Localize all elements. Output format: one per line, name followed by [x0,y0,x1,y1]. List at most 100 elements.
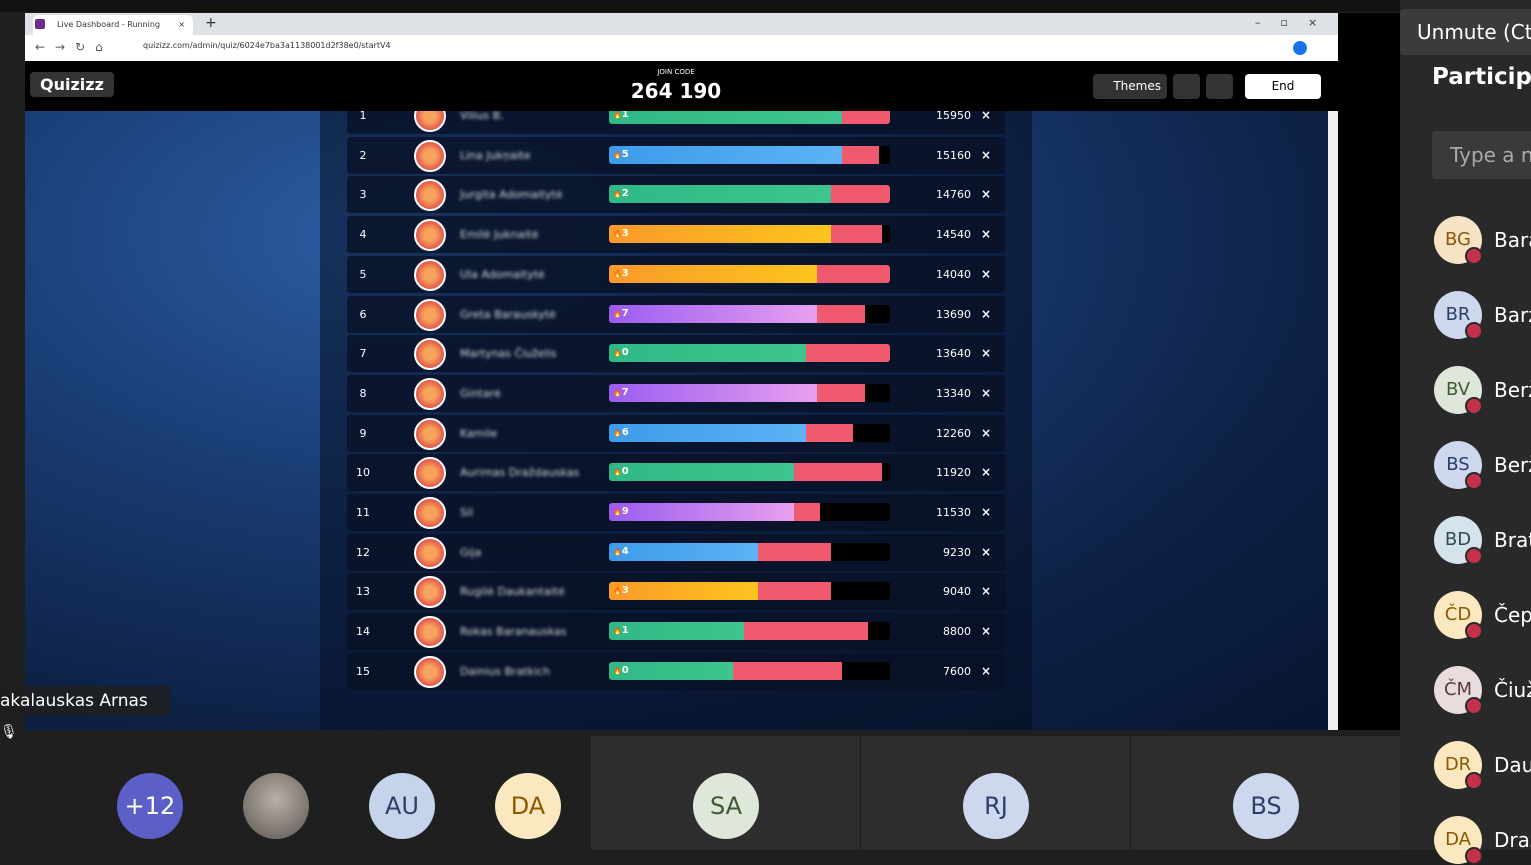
url[interactable]: quizizz.com/admin/quiz/6024e7ba3a1138001… [143,41,391,50]
correct-segment [609,383,817,402]
score: 12260 [936,426,971,440]
accuracy-bar: 🔥5 [609,145,890,164]
remove-button[interactable]: × [980,108,991,122]
remove-button[interactable]: × [980,624,991,639]
streak-icon: 🔥 [613,111,622,119]
player-name: Sil [460,506,474,519]
remove-button[interactable]: × [980,346,991,361]
gallery-avatar: DA [495,773,561,839]
remove-button[interactable]: × [980,505,991,519]
rank: 12 [356,545,370,559]
share-border [1338,13,1400,730]
participants-title: Participa [1432,64,1531,90]
correct-segment [609,503,795,521]
participant-name: Brat [1494,528,1531,552]
accuracy-bar: 🔥3 [609,582,890,601]
rank: 2 [359,148,367,162]
remove-button[interactable]: × [980,266,991,281]
join-code: 264 190 [630,79,722,103]
leaderboard-rows: 1 Vilius B. 🔥1 15950 × 2 Lina Jukņaite 🔥5 15160 ×… [25,13,1328,730]
tab-close[interactable]: × [178,20,185,29]
streak: 🔥0 [613,662,629,680]
player-avatar [414,139,446,172]
streak-count: 5 [621,148,629,160]
streak: 🔥2 [613,185,629,203]
incorrect-segment [757,542,831,561]
search-input[interactable]: Type a na [1432,131,1531,179]
nav-buttons[interactable]: ←→↻⌂ [35,40,113,54]
window-controls[interactable]: –▫× [1255,16,1338,29]
streak: 🔥3 [613,225,629,243]
correct-segment [609,225,831,244]
leaderboard-row: 6 Greta Barauskytė 🔥7 13690 × [347,295,1005,333]
remove-button[interactable]: × [980,425,991,440]
incorrect-segment [830,225,882,244]
accuracy-bar: 🔥2 [609,185,890,204]
score: 14040 [936,267,971,281]
remove-button[interactable]: × [980,663,991,678]
score: 15950 [936,109,971,122]
address-bar: ←→↻⌂ quizizz.com/admin/quiz/6024e7ba3a11… [25,35,1338,62]
correct-segment [609,185,831,204]
remove-button[interactable]: × [980,187,991,202]
unmute-tooltip[interactable]: Unmute (Ctr [1400,9,1531,55]
photo-avatar [243,773,309,839]
player-name: Greta Barauskytė [460,307,556,321]
status-dot [1465,397,1483,415]
correct-segment [609,145,843,164]
score: 13640 [936,347,971,361]
end-button[interactable]: End [1245,74,1321,99]
fullscreen-button[interactable] [1206,74,1233,99]
leaderboard-row: 12 Gija 🔥4 9230 × [347,533,1005,571]
accuracy-bar: 🔥7 [609,304,890,323]
incorrect-segment [816,304,865,323]
participants-panel: Unmute (Ctr Participa Type a na [1400,0,1531,850]
leaderboard-row: 4 Emilė Juknaitė 🔥3 14540 × [347,216,1005,254]
player-avatar [414,536,446,569]
scrollbar[interactable] [1328,111,1338,730]
participant-name: Barz [1494,303,1531,327]
player-avatar [414,497,446,529]
streak-count: 3 [621,267,629,279]
streak: 🔥7 [613,305,629,323]
themes-button[interactable]: Themes [1093,74,1167,99]
streak-icon: 🔥 [613,150,622,159]
tab-bar: Live Dashboard - Running × + –▫× [25,13,1338,35]
remove-button[interactable]: × [980,385,991,400]
correct-segment [609,661,733,680]
player-avatar [414,219,446,252]
player-name: Martynas Čiuželis [460,347,557,361]
leaderboard-row: 15 Dainius Bratkich 🔥0 7600 × [347,652,1005,690]
rank: 9 [359,426,367,440]
profile-icon[interactable] [1293,41,1307,55]
player-avatar [414,655,446,688]
status-dot [1465,772,1483,790]
remove-button[interactable]: × [980,306,991,321]
score: 9230 [943,545,971,559]
incorrect-segment [816,264,890,283]
score: 11530 [936,506,971,519]
browser-window: Live Dashboard - Running × + –▫× ←→↻⌂ qui… [25,13,1338,730]
remove-button[interactable]: × [980,544,991,559]
new-tab[interactable]: + [205,15,217,31]
player-avatar [414,417,446,450]
accuracy-bar: 🔥6 [609,423,890,442]
tab[interactable]: Live Dashboard - Running × [33,15,193,35]
accuracy-bar: 🔥0 [609,661,890,680]
incorrect-segment [805,423,854,442]
correct-segment [609,582,758,601]
player-name: Lina Jukņaite [460,148,531,162]
rank: 5 [359,267,367,281]
sound-button[interactable] [1173,74,1200,99]
correct-segment [609,423,806,442]
remove-button[interactable]: × [980,147,991,162]
rank: 15 [356,664,370,678]
player-avatar [414,179,446,212]
gallery-avatar: RJ [963,773,1029,839]
streak: 🔥9 [613,503,629,521]
remove-button[interactable]: × [980,465,991,480]
remove-button[interactable]: × [980,227,991,242]
remove-button[interactable]: × [980,584,991,599]
score: 13690 [936,307,971,321]
rank: 11 [356,506,370,519]
